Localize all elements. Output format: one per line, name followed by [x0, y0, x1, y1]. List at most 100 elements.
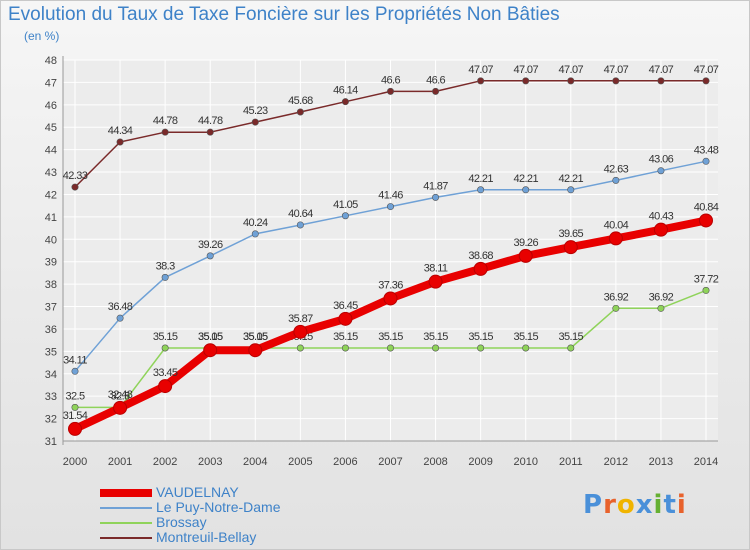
y-tick-label: 44: [45, 145, 57, 157]
data-label: 38.3: [156, 260, 175, 272]
data-label: 47.07: [604, 64, 629, 76]
y-tick-label: 43: [45, 167, 57, 179]
data-label: 36.48: [108, 301, 133, 313]
y-tick-label: 39: [45, 257, 57, 269]
data-label: 42.21: [559, 173, 584, 185]
y-tick-label: 34: [45, 369, 57, 381]
data-point: [161, 344, 169, 352]
data-label: 42.21: [468, 173, 493, 185]
data-label: 45.68: [288, 95, 313, 107]
data-point: [386, 203, 394, 211]
data-label: 39.26: [513, 237, 538, 249]
legend-item: VAUDELNAY: [100, 485, 281, 500]
y-tick-label: 32: [45, 414, 57, 426]
data-point: [653, 222, 668, 237]
data-point: [71, 367, 79, 375]
data-label: 32.5: [111, 390, 130, 402]
proxiti-logo: Proxiti: [583, 490, 687, 520]
chart-unit-label: (en %): [24, 29, 60, 43]
data-point: [567, 77, 575, 85]
logo-letter: t: [663, 490, 677, 520]
data-label: 39.26: [198, 239, 223, 251]
data-point: [477, 77, 485, 85]
data-label: 35.15: [513, 331, 538, 343]
data-point: [386, 344, 394, 352]
data-label: 40.24: [243, 217, 268, 229]
data-label: 32.48: [108, 389, 133, 401]
y-tick-label: 37: [45, 302, 57, 314]
x-tick-label: 2009: [468, 456, 492, 468]
legend-swatch: [100, 521, 152, 524]
data-label: 44.34: [108, 125, 133, 137]
x-tick-label: 2003: [198, 456, 222, 468]
data-label: 40.84: [694, 201, 719, 213]
data-label: 46.6: [381, 74, 400, 86]
data-point: [251, 230, 259, 238]
data-point: [206, 252, 214, 260]
y-tick-label: 40: [45, 234, 57, 246]
data-label: 43.06: [649, 154, 674, 166]
data-point: [248, 343, 263, 358]
x-tick-label: 2000: [63, 456, 87, 468]
y-tick-label: 41: [45, 212, 57, 224]
data-point: [386, 87, 394, 95]
data-label: 35.15: [153, 331, 178, 343]
x-tick-label: 2014: [694, 456, 718, 468]
data-point: [702, 77, 710, 85]
data-label: 41.87: [423, 180, 448, 192]
data-label: 46.6: [426, 74, 445, 86]
data-point: [612, 77, 620, 85]
legend-swatch: [100, 488, 152, 497]
data-label: 35.15: [468, 331, 493, 343]
x-tick-label: 2008: [423, 456, 447, 468]
data-label: 44.78: [153, 115, 178, 127]
legend-label: VAUDELNAY: [156, 484, 239, 500]
data-point: [473, 261, 488, 276]
data-point: [522, 186, 530, 194]
data-label: 45.23: [243, 105, 268, 117]
data-point: [522, 77, 530, 85]
x-tick-label: 2012: [604, 456, 628, 468]
data-point: [206, 128, 214, 136]
y-tick-label: 42: [45, 189, 57, 201]
data-point: [432, 344, 440, 352]
data-label: 43.48: [694, 144, 719, 156]
y-tick-label: 46: [45, 100, 57, 112]
data-label: 42.63: [604, 163, 629, 175]
data-point: [161, 273, 169, 281]
x-tick-label: 2010: [513, 456, 537, 468]
y-tick-label: 35: [45, 346, 57, 358]
logo-letter: o: [616, 490, 636, 520]
data-label: 46.14: [333, 85, 358, 97]
x-tick-label: 2005: [288, 456, 312, 468]
data-point: [567, 344, 575, 352]
data-label: 35.87: [288, 313, 313, 325]
data-point: [203, 343, 218, 358]
x-tick-label: 2002: [153, 456, 177, 468]
legend-item: Montreuil-Bellay: [100, 530, 281, 545]
data-label: 36.92: [604, 291, 629, 303]
logo-letter: i: [676, 490, 687, 520]
data-point: [612, 176, 620, 184]
data-point: [68, 421, 82, 436]
legend-label: Montreuil-Bellay: [156, 529, 257, 545]
data-point: [477, 344, 485, 352]
legend-swatch: [100, 536, 152, 539]
data-point: [338, 311, 353, 326]
data-point: [428, 274, 443, 289]
data-point: [657, 167, 665, 175]
data-point: [296, 221, 304, 229]
data-label: 40.04: [604, 219, 629, 231]
logo-letter: P: [583, 490, 604, 520]
data-point: [522, 344, 530, 352]
x-tick-label: 2004: [243, 456, 267, 468]
data-label: 36.92: [649, 291, 674, 303]
data-point: [341, 344, 349, 352]
data-label: 47.07: [694, 64, 719, 76]
data-point: [161, 128, 169, 136]
data-point: [702, 157, 710, 165]
data-label: 41.46: [378, 190, 403, 202]
x-tick-label: 2013: [649, 456, 673, 468]
data-label: 47.07: [468, 64, 493, 76]
chart-legend: VAUDELNAY Le Puy-Notre-Dame Brossay Montreu…: [100, 485, 281, 545]
